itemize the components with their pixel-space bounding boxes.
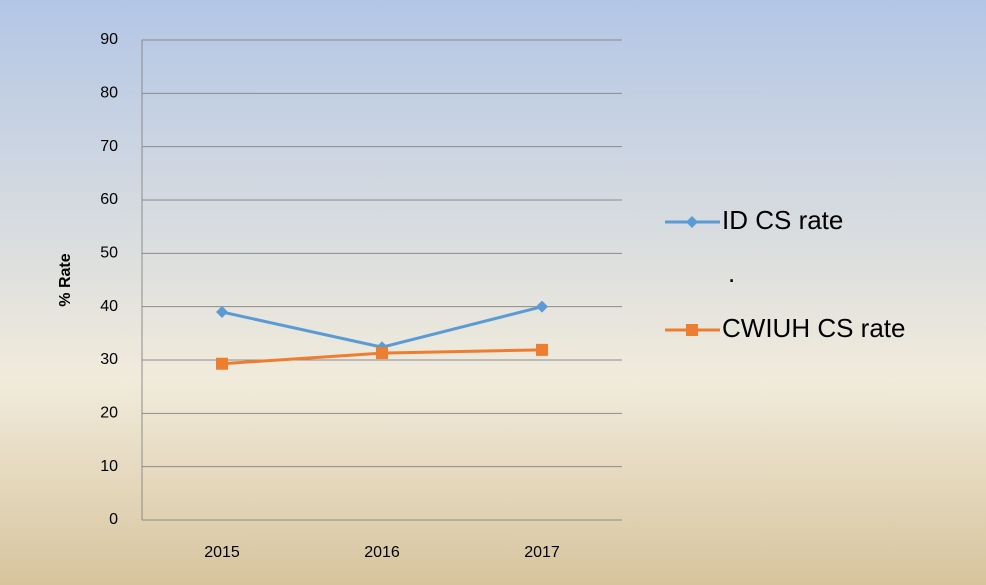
legend-marker (686, 216, 698, 228)
x-tick-label: 2015 (204, 544, 240, 561)
marker (536, 343, 548, 356)
y-axis-label: % Rate (57, 253, 74, 306)
y-tick-label: 0 (109, 511, 118, 528)
legend-annotation: . (728, 258, 735, 288)
x-tick-label: 2016 (364, 544, 400, 561)
legend-label: ID CS rate (722, 205, 843, 235)
y-tick-label: 50 (100, 245, 118, 262)
y-tick-label: 40 (100, 298, 118, 315)
y-tick-label: 90 (100, 31, 118, 48)
y-tick-label: 70 (100, 138, 118, 155)
marker (376, 347, 388, 360)
legend-marker (686, 324, 698, 336)
marker (216, 357, 228, 370)
y-tick-label: 30 (100, 351, 118, 368)
y-tick-label: 80 (100, 85, 118, 102)
marker (536, 300, 548, 313)
y-tick-label: 10 (100, 458, 118, 475)
marker (216, 306, 228, 318)
y-tick-label: 20 (100, 405, 118, 422)
x-tick-label: 2017 (524, 544, 560, 561)
y-tick-label: 60 (100, 191, 118, 208)
legend-label: CWIUH CS rate (722, 313, 905, 343)
